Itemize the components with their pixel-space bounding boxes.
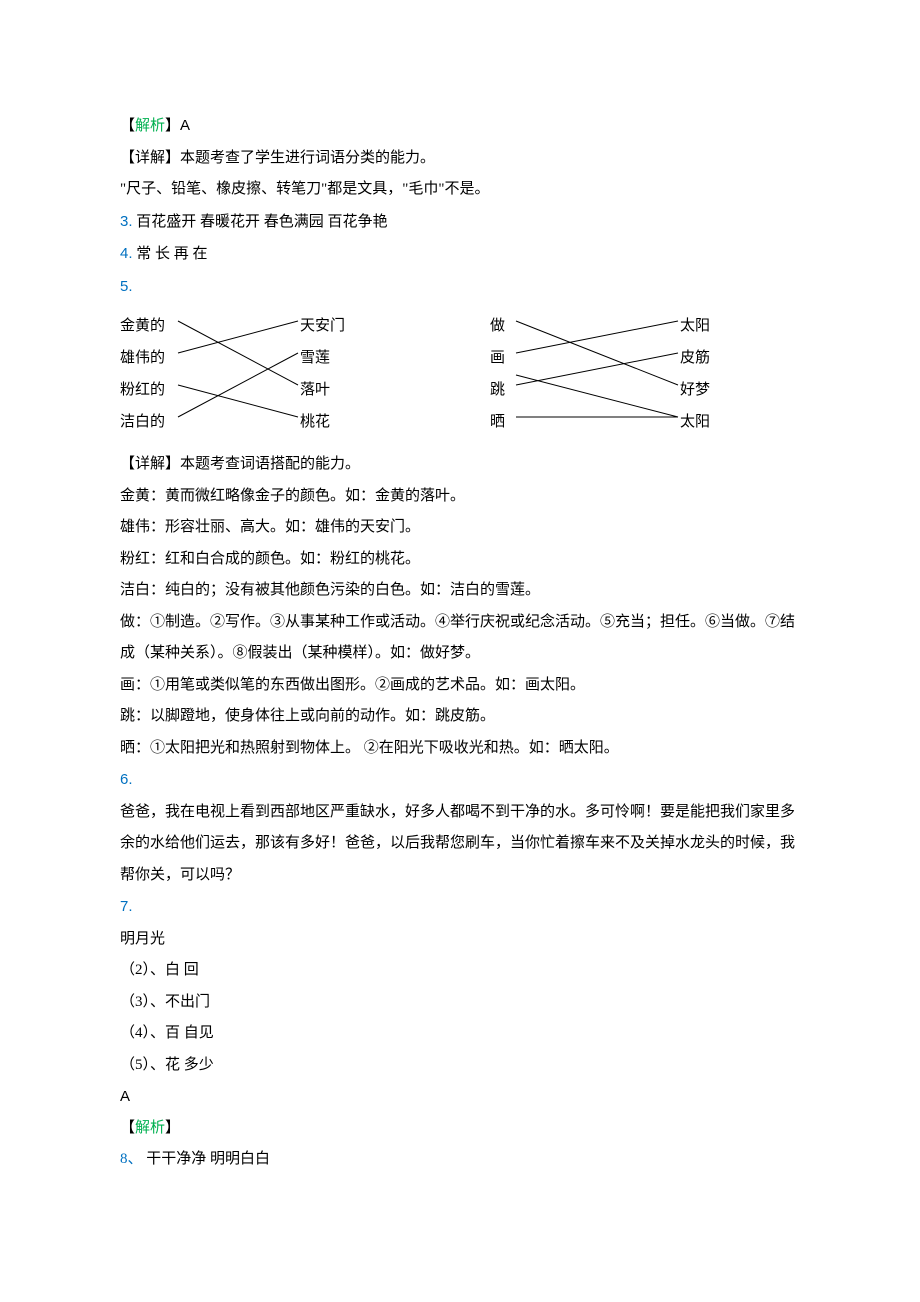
q8-text: 干干净净 明明白白 bbox=[143, 1151, 271, 1167]
q6-line: 6. bbox=[120, 764, 805, 797]
answer-a: A bbox=[180, 117, 190, 134]
detail-line-9: 画：①用笔或类似笔的东西做出图形。②画成的艺术品。如：画太阳。 bbox=[120, 670, 805, 702]
q4-line: 4. 常 长 再 在 bbox=[120, 238, 805, 271]
q7-sub5: （5）、花 多少 bbox=[120, 1050, 805, 1082]
q7-sub2: （2）、白 回 bbox=[120, 955, 805, 987]
q4-number: 4. bbox=[120, 245, 133, 262]
bracket-close-2: 】 bbox=[165, 1120, 180, 1136]
q8-number: 8、 bbox=[120, 1151, 143, 1167]
diagram-right-label: 太阳 bbox=[680, 407, 710, 439]
diagram-right-label: 落叶 bbox=[300, 375, 330, 407]
q6-answer: 爸爸，我在电视上看到西部地区严重缺水，好多人都喝不到干净的水。多可怜啊！要是能把… bbox=[120, 797, 805, 892]
answer-a-2: A bbox=[120, 1081, 805, 1113]
diagram-left-label: 金黄的 bbox=[120, 311, 165, 343]
bracket-open: 【 bbox=[120, 118, 135, 134]
diagram-left-label: 晒 bbox=[490, 407, 505, 439]
diagram-right-label: 桃花 bbox=[300, 407, 330, 439]
detail-line-8: 做：①制造。②写作。③从事某种工作或活动。④举行庆祝或纪念活动。⑤充当；担任。⑥… bbox=[120, 607, 805, 670]
analysis-label-1: 【解析】A bbox=[120, 110, 805, 143]
detail-line-11: 晒：①太阳把光和热照射到物体上。 ②在阳光下吸收光和热。如：晒太阳。 bbox=[120, 733, 805, 765]
diagram-2-lines bbox=[490, 311, 750, 441]
bracket-close: 】 bbox=[165, 118, 180, 134]
diagram-1: 金黄的雄伟的粉红的洁白的 天安门雪莲落叶桃花 bbox=[120, 311, 380, 441]
q7-sub1: 明月光 bbox=[120, 924, 805, 956]
q6-number: 6. bbox=[120, 771, 133, 788]
q3-text: 百花盛开 春暖花开 春色满园 百花争艳 bbox=[133, 214, 388, 230]
diagram-left-label: 画 bbox=[490, 343, 505, 375]
q7-sub4: （4）、百 自见 bbox=[120, 1018, 805, 1050]
detail-line-7: 洁白：纯白的；没有被其他颜色污染的白色。如：洁白的雪莲。 bbox=[120, 575, 805, 607]
diagram-right-label: 天安门 bbox=[300, 311, 345, 343]
diagram-right-label: 雪莲 bbox=[300, 343, 330, 375]
matching-diagrams: 金黄的雄伟的粉红的洁白的天安门雪莲落叶桃花 做画跳晒太阳皮筋好梦太阳 bbox=[120, 311, 805, 441]
q7-number: 7. bbox=[120, 898, 133, 915]
diagram-left-label: 雄伟的 bbox=[120, 343, 165, 375]
q3-line: 3. 百花盛开 春暖花开 春色满园 百花争艳 bbox=[120, 206, 805, 239]
q3-number: 3. bbox=[120, 213, 133, 230]
bracket-open-2: 【 bbox=[120, 1120, 135, 1136]
detail-line-5: 雄伟：形容壮丽、高大。如：雄伟的天安门。 bbox=[120, 512, 805, 544]
diagram-right-label: 太阳 bbox=[680, 311, 710, 343]
diagram-left-label: 洁白的 bbox=[120, 407, 165, 439]
diagram-right-label: 好梦 bbox=[680, 375, 710, 407]
diagram-left-label: 做 bbox=[490, 311, 505, 343]
q5-number: 5. bbox=[120, 278, 133, 295]
q5-line: 5. bbox=[120, 271, 805, 304]
diagram-2: 做画跳晒太阳皮筋好梦太阳 bbox=[490, 311, 750, 441]
analysis-label-2: 【解析】 bbox=[120, 1113, 805, 1145]
q4-text: 常 长 再 在 bbox=[133, 246, 208, 262]
analysis-text: 解析 bbox=[135, 118, 165, 134]
q7-line: 7. bbox=[120, 891, 805, 924]
q7-sub3: （3）、不出门 bbox=[120, 987, 805, 1019]
q8-line: 8、 干干净净 明明白白 bbox=[120, 1144, 805, 1176]
detail-line-10: 跳：以脚蹬地，使身体往上或向前的动作。如：跳皮筋。 bbox=[120, 701, 805, 733]
detail-line-4: 金黄：黄而微红略像金子的颜色。如：金黄的落叶。 bbox=[120, 481, 805, 513]
diagram-right-label: 皮筋 bbox=[680, 343, 710, 375]
analysis-text-2: 解析 bbox=[135, 1120, 165, 1136]
detail-line-3: 【详解】本题考查词语搭配的能力。 bbox=[120, 449, 805, 481]
detail-line-1: 【详解】本题考查了学生进行词语分类的能力。 bbox=[120, 143, 805, 175]
diagram-left-label: 粉红的 bbox=[120, 375, 165, 407]
detail-line-2: "尺子、铅笔、橡皮擦、转笔刀"都是文具，"毛巾"不是。 bbox=[120, 174, 805, 206]
detail-line-6: 粉红：红和白合成的颜色。如：粉红的桃花。 bbox=[120, 544, 805, 576]
diagram-left-label: 跳 bbox=[490, 375, 505, 407]
